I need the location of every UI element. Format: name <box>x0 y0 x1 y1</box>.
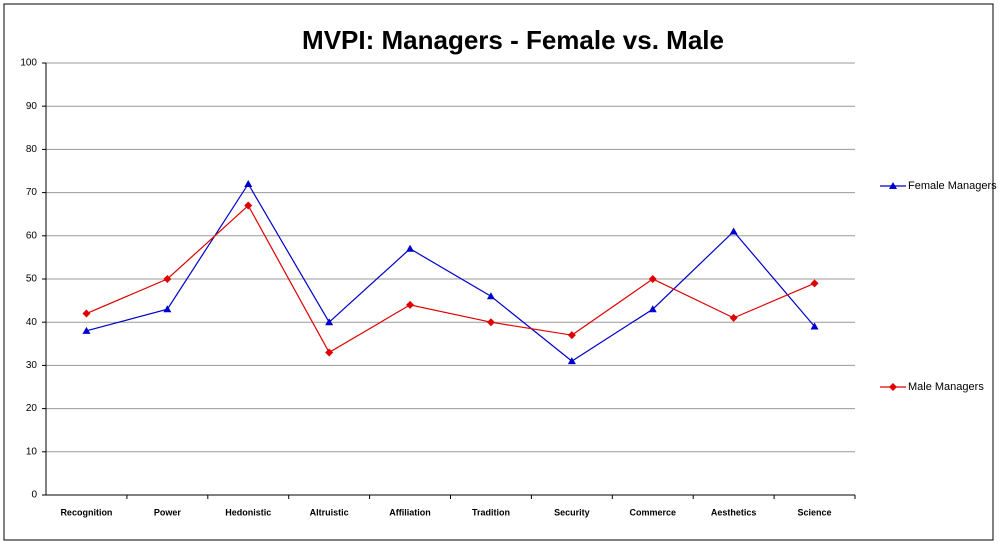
x-tick-label: Affiliation <box>389 507 431 517</box>
marker <box>325 348 334 357</box>
marker <box>486 292 495 300</box>
legend-marker <box>889 182 897 189</box>
marker <box>729 313 738 322</box>
marker <box>406 244 415 252</box>
x-tick-label: Science <box>798 507 832 517</box>
marker <box>82 326 91 334</box>
legend-marker <box>889 383 897 391</box>
marker <box>163 275 172 283</box>
y-tick-label: 30 <box>26 360 38 371</box>
marker <box>163 305 172 313</box>
x-tick-label: Altruistic <box>310 507 349 517</box>
y-tick-label: 50 <box>26 274 38 285</box>
series-line <box>86 204 815 354</box>
x-tick-label: Power <box>154 507 182 517</box>
x-tick-label: Aesthetics <box>711 507 757 517</box>
chart-border <box>3 3 994 541</box>
y-tick-label: 40 <box>26 317 38 328</box>
x-tick-label: Commerce <box>629 507 676 517</box>
marker <box>567 357 576 365</box>
x-tick-label: Tradition <box>472 507 510 517</box>
marker <box>729 227 738 235</box>
marker <box>810 322 819 330</box>
y-tick-label: 60 <box>26 230 38 241</box>
y-tick-label: 10 <box>26 446 38 457</box>
x-tick-label: Recognition <box>60 507 112 517</box>
x-tick-label: Security <box>554 507 590 517</box>
y-tick-label: 90 <box>26 101 38 112</box>
y-tick-label: 100 <box>20 58 37 69</box>
marker <box>244 179 253 187</box>
y-tick-label: 80 <box>26 144 38 155</box>
chart-title: MVPI: Managers - Female vs. Male <box>302 25 724 55</box>
marker <box>325 318 334 326</box>
marker <box>810 279 819 288</box>
marker <box>406 300 415 309</box>
marker <box>82 309 91 318</box>
y-tick-label: 20 <box>26 403 38 414</box>
marker <box>486 318 495 327</box>
marker <box>648 305 657 313</box>
y-tick-label: 0 <box>31 490 37 501</box>
marker <box>244 201 253 210</box>
marker <box>567 331 576 340</box>
legend-label: Male Managers <box>908 381 984 393</box>
x-tick-label: Hedonistic <box>225 507 271 517</box>
y-tick-label: 70 <box>26 187 38 198</box>
legend-label: Female Managers <box>908 180 997 192</box>
marker <box>648 275 657 283</box>
series-line <box>86 182 816 362</box>
